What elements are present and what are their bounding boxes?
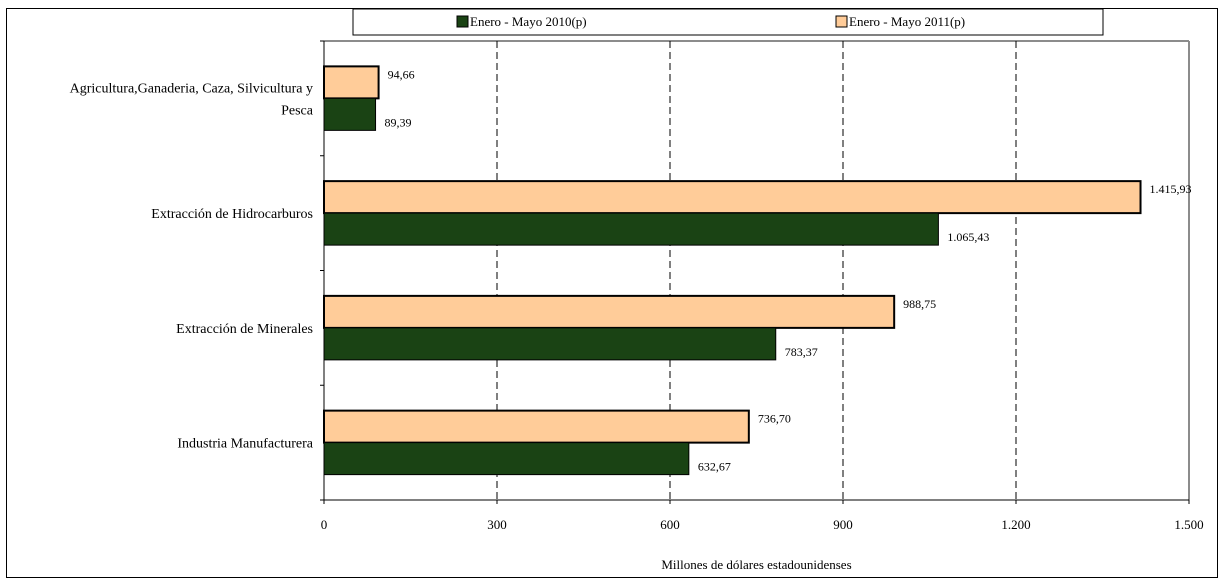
plot-area: 0 300 600 900 1.200 1.500 Millones de dólares … [70, 40, 1204, 572]
data-label-2010: 632,67 [698, 460, 731, 474]
x-tick-label: 0 [321, 517, 328, 532]
x-tick-label: 300 [487, 517, 507, 532]
x-tick-label: 1.200 [1001, 517, 1030, 532]
category-label: Pesca [281, 103, 314, 118]
data-label-2011: 94,66 [388, 67, 415, 81]
category-label: Agricultura,Ganaderia, Caza, Silvicultur… [70, 81, 313, 96]
data-label-2010: 783,37 [785, 345, 818, 359]
bar-2010 [323, 97, 377, 131]
x-tick-label: 1.500 [1174, 517, 1203, 532]
bar-2011 [323, 65, 380, 100]
bar-2010 [323, 212, 939, 246]
bar-2011 [323, 294, 896, 329]
bar-2011 [323, 409, 750, 444]
x-axis-title: Millones de dólares estadounidenses [661, 557, 851, 572]
bar-2010 [323, 442, 690, 476]
x-tick-label: 900 [833, 517, 853, 532]
bar-2010 [323, 327, 777, 361]
x-tick-label: 600 [660, 517, 680, 532]
legend-label: Enero - Mayo 2011(p) [849, 14, 965, 29]
data-label-2011: 736,70 [758, 412, 791, 426]
category-label: Extracción de Minerales [176, 322, 313, 337]
data-label-2011: 988,75 [903, 297, 936, 311]
category-label: Extracción de Hidrocarburos [151, 207, 313, 222]
data-label-2010: 1.065,43 [947, 230, 989, 244]
legend: Enero - Mayo 2010(p) Enero - Mayo 2011(p) [352, 8, 1104, 36]
data-label-2010: 89,39 [385, 115, 412, 129]
category-label: Industria Manufacturera [177, 437, 313, 452]
legend-label: Enero - Mayo 2010(p) [470, 14, 587, 29]
legend-swatch [456, 15, 469, 28]
legend-swatch [835, 15, 848, 28]
legend-box [352, 8, 1104, 36]
bar-2011 [323, 180, 1142, 215]
data-label-2011: 1.415,93 [1150, 182, 1192, 196]
